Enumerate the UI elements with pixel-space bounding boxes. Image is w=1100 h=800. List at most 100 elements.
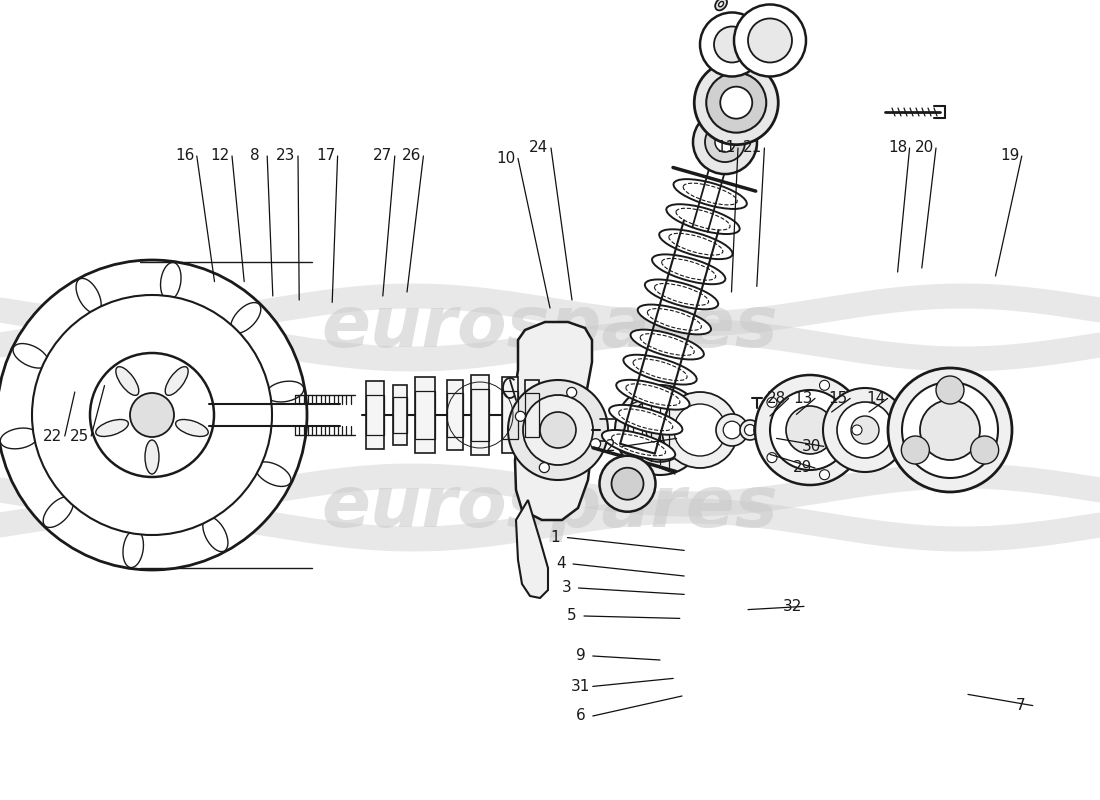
Circle shape <box>715 132 735 152</box>
Text: 32: 32 <box>782 599 802 614</box>
Text: 16: 16 <box>175 149 195 163</box>
Polygon shape <box>366 381 384 449</box>
Circle shape <box>767 398 777 407</box>
Circle shape <box>700 13 764 77</box>
Text: 26: 26 <box>402 149 421 163</box>
Circle shape <box>646 416 674 444</box>
Polygon shape <box>525 380 539 450</box>
Circle shape <box>90 353 214 477</box>
Ellipse shape <box>715 0 727 10</box>
Circle shape <box>720 86 752 118</box>
Circle shape <box>522 395 593 465</box>
Circle shape <box>662 392 738 468</box>
Polygon shape <box>502 377 518 453</box>
Circle shape <box>693 110 757 174</box>
Ellipse shape <box>616 380 690 410</box>
Polygon shape <box>447 380 463 450</box>
Text: 23: 23 <box>276 149 296 163</box>
Ellipse shape <box>96 419 129 437</box>
Circle shape <box>591 438 601 449</box>
Ellipse shape <box>673 179 747 209</box>
Ellipse shape <box>741 24 748 31</box>
Circle shape <box>516 411 526 422</box>
Text: 15: 15 <box>828 391 848 406</box>
Ellipse shape <box>645 279 718 310</box>
Polygon shape <box>471 375 490 455</box>
Text: eurospares: eurospares <box>321 294 779 362</box>
Text: 7: 7 <box>1016 698 1025 713</box>
Ellipse shape <box>123 530 143 567</box>
Text: 31: 31 <box>571 679 591 694</box>
Ellipse shape <box>76 278 101 314</box>
Ellipse shape <box>43 497 74 527</box>
Circle shape <box>888 368 1012 492</box>
Circle shape <box>723 421 740 438</box>
Circle shape <box>767 453 777 462</box>
Text: 9: 9 <box>576 649 585 663</box>
Ellipse shape <box>255 462 292 486</box>
Circle shape <box>714 26 750 62</box>
Text: 22: 22 <box>43 429 63 443</box>
Ellipse shape <box>652 254 725 284</box>
Circle shape <box>705 122 745 162</box>
Circle shape <box>716 414 748 446</box>
Circle shape <box>706 73 767 133</box>
Circle shape <box>600 456 656 512</box>
Text: 13: 13 <box>793 391 813 406</box>
Circle shape <box>755 375 865 485</box>
Circle shape <box>851 416 879 444</box>
Text: 1: 1 <box>551 530 560 545</box>
Polygon shape <box>516 500 548 598</box>
Ellipse shape <box>737 19 752 35</box>
Polygon shape <box>393 385 407 445</box>
Circle shape <box>674 404 726 456</box>
Text: 10: 10 <box>496 151 516 166</box>
Ellipse shape <box>231 302 261 334</box>
Circle shape <box>902 382 998 478</box>
Text: 11: 11 <box>716 141 736 155</box>
Circle shape <box>566 387 576 398</box>
Ellipse shape <box>638 305 711 334</box>
Text: 12: 12 <box>210 149 230 163</box>
Circle shape <box>754 416 782 444</box>
Circle shape <box>920 400 980 460</box>
Circle shape <box>760 422 775 438</box>
Ellipse shape <box>602 430 675 460</box>
Text: 20: 20 <box>914 141 934 155</box>
Text: 25: 25 <box>69 429 89 443</box>
Circle shape <box>612 468 643 500</box>
Text: 21: 21 <box>742 141 762 155</box>
Text: 4: 4 <box>557 557 565 571</box>
Text: 5: 5 <box>568 609 576 623</box>
Text: 8: 8 <box>251 149 260 163</box>
Ellipse shape <box>609 405 682 434</box>
Ellipse shape <box>266 381 304 402</box>
Text: 30: 30 <box>802 439 822 454</box>
Circle shape <box>823 388 907 472</box>
Ellipse shape <box>13 343 48 368</box>
Circle shape <box>130 393 174 437</box>
Circle shape <box>0 260 307 570</box>
Circle shape <box>508 380 608 480</box>
Text: 3: 3 <box>562 581 571 595</box>
Circle shape <box>615 385 705 475</box>
Circle shape <box>820 470 829 480</box>
Text: 18: 18 <box>888 141 907 155</box>
Circle shape <box>740 420 760 440</box>
Ellipse shape <box>758 40 782 66</box>
Ellipse shape <box>145 440 160 474</box>
Circle shape <box>745 425 756 435</box>
Text: 27: 27 <box>373 149 393 163</box>
Circle shape <box>820 380 829 390</box>
Ellipse shape <box>176 419 208 437</box>
Text: 24: 24 <box>529 141 549 155</box>
Ellipse shape <box>762 46 778 61</box>
Ellipse shape <box>202 517 228 552</box>
Circle shape <box>786 406 834 454</box>
Circle shape <box>734 5 806 77</box>
Circle shape <box>901 436 930 464</box>
Circle shape <box>540 412 576 448</box>
Circle shape <box>770 390 850 470</box>
Ellipse shape <box>116 366 139 395</box>
Ellipse shape <box>0 428 37 449</box>
